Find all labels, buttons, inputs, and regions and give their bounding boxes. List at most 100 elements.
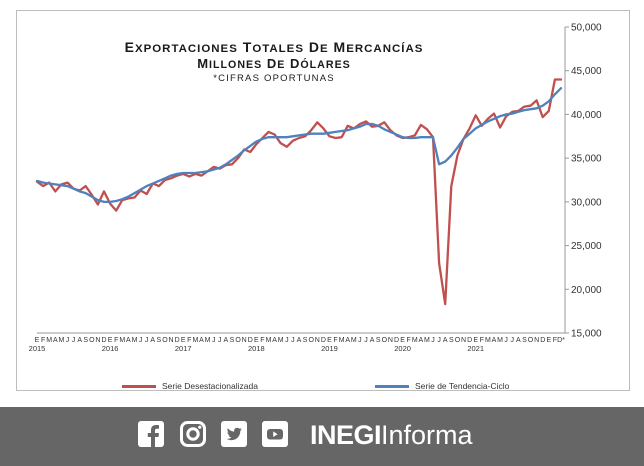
x-tick-month-label: S (83, 337, 88, 344)
x-tick-month-label: O (308, 337, 314, 344)
x-tick-month-label: N (388, 337, 393, 344)
x-tick-month-label: M (351, 337, 357, 344)
x-tick-year-label: 2017 (175, 344, 192, 353)
x-tick-month-label: A (297, 337, 302, 344)
facebook-icon[interactable] (138, 421, 164, 447)
legend-item-desestacionalizada: Serie Desestacionalizada (122, 381, 258, 391)
x-tick-month-label: O (455, 337, 461, 344)
y-tick-label: 30,000 (571, 197, 602, 208)
x-tick-month-label: F (333, 337, 337, 344)
inegi-informa-logo: INEGIInforma (310, 420, 473, 450)
x-tick-month-label: S (376, 337, 381, 344)
x-tick-month-label: J (72, 337, 76, 344)
x-tick-month-label: S (303, 337, 308, 344)
instagram-icon[interactable] (180, 421, 206, 447)
x-tick-month-label: D (394, 337, 399, 344)
x-tick-month-label: E (546, 337, 551, 344)
x-tick-month-label: J (145, 337, 149, 344)
x-tick-year-label: 2018 (248, 344, 265, 353)
x-tick-month-label: E (108, 337, 113, 344)
x-tick-month-label: J (431, 337, 435, 344)
x-tick-month-label: E (473, 337, 478, 344)
x-tick-month-label: S (230, 337, 235, 344)
chart-frame: 15,000 20,000 25,000 30,000 35,000 40,000 45,0… (16, 10, 630, 391)
x-tick-month-label: F (480, 337, 484, 344)
x-tick-month-label: J (364, 337, 368, 344)
y-tick-label: 50,000 (571, 23, 602, 34)
x-tick-month-label: J (504, 337, 508, 344)
x-tick-month-label: M (119, 337, 125, 344)
x-tick-month-label: J (358, 337, 362, 344)
x-tick-month-label: M (424, 337, 430, 344)
x-tick-year-label: 2021 (467, 344, 484, 353)
x-tick-month-label: A (370, 337, 375, 344)
line-chart: 15,000 20,000 25,000 30,000 35,000 40,000 45,0… (29, 23, 602, 354)
y-tick-label: 25,000 (571, 241, 602, 252)
x-tick-month-label: J (66, 337, 70, 344)
legend-label-tendencia: Serie de Tendencia-Ciclo (415, 381, 510, 391)
x-tick-month-label: A (345, 337, 350, 344)
x-tick-month-label: A (492, 337, 497, 344)
x-tick-month-label: M (278, 337, 284, 344)
youtube-icon[interactable] (262, 421, 288, 447)
x-tick-month-label: M (485, 337, 491, 344)
legend-swatch-red (122, 384, 156, 388)
x-tick-year-label: 2015 (29, 344, 46, 353)
x-tick-month-label: D (175, 337, 180, 344)
y-tick-label: 20,000 (571, 285, 602, 296)
x-tick-month-label: M (58, 337, 64, 344)
x-tick-month-label: A (516, 337, 521, 344)
x-tick-month-label: N (242, 337, 247, 344)
x-tick-month-label: A (199, 337, 204, 344)
x-tick-month-label: M (412, 337, 418, 344)
brand-bold: INEGI (310, 420, 382, 450)
x-tick-month-label: D (321, 337, 326, 344)
x-tick-month-label: A (419, 337, 424, 344)
x-tick-month-label: F (553, 337, 557, 344)
x-tick-month-label: A (272, 337, 277, 344)
y-tick-label: 45,000 (571, 66, 602, 77)
x-tick-month-label: N (95, 337, 100, 344)
x-tick-month-label: M (497, 337, 503, 344)
x-tick-month-label: D* (557, 337, 565, 344)
y-tick-label: 40,000 (571, 110, 602, 121)
x-tick-month-label: O (162, 337, 168, 344)
x-tick-month-label: A (126, 337, 131, 344)
x-tick-month-label: J (212, 337, 216, 344)
x-tick-month-label: M (132, 337, 138, 344)
x-tick-year-label: 2020 (394, 344, 411, 353)
x-tick-year-label: 2016 (102, 344, 119, 353)
legend-item-tendencia: Serie de Tendencia-Ciclo (375, 381, 509, 391)
x-tick-month-label: F (41, 337, 45, 344)
x-tick-month-label: M (266, 337, 272, 344)
x-tick-month-label: S (449, 337, 454, 344)
x-tick-month-label: J (139, 337, 143, 344)
x-tick-month-label: N (534, 337, 539, 344)
x-tick-month-label: D (467, 337, 472, 344)
x-tick-month-label: M (339, 337, 345, 344)
x-tick-month-label: E (35, 337, 40, 344)
x-tick-month-label: J (437, 337, 441, 344)
twitter-icon[interactable] (221, 421, 247, 447)
x-tick-month-label: A (443, 337, 448, 344)
x-tick-month-label: N (461, 337, 466, 344)
x-tick-month-label: J (291, 337, 295, 344)
y-tick-label: 35,000 (571, 154, 602, 165)
x-tick-month-label: E (254, 337, 259, 344)
x-tick-month-label: N (315, 337, 320, 344)
x-tick-month-label: E (327, 337, 332, 344)
legend-label-desestacionalizada: Serie Desestacionalizada (162, 381, 258, 391)
x-tick-month-label: F (114, 337, 118, 344)
x-tick-month-label: D (101, 337, 106, 344)
x-tick-month-label: N (169, 337, 174, 344)
chart-title-line-3: *CIFRAS OPORTUNAS (213, 73, 335, 84)
x-tick-month-label: D (540, 337, 545, 344)
footer-bar: INEGIInforma (0, 407, 644, 466)
x-tick-month-label: F (407, 337, 411, 344)
x-tick-month-label: J (218, 337, 222, 344)
x-tick-month-label: M (192, 337, 198, 344)
x-tick-month-label: O (382, 337, 388, 344)
x-tick-month-label: A (150, 337, 155, 344)
x-tick-month-label: D (248, 337, 253, 344)
series-line-desestacionalizada (35, 78, 563, 306)
